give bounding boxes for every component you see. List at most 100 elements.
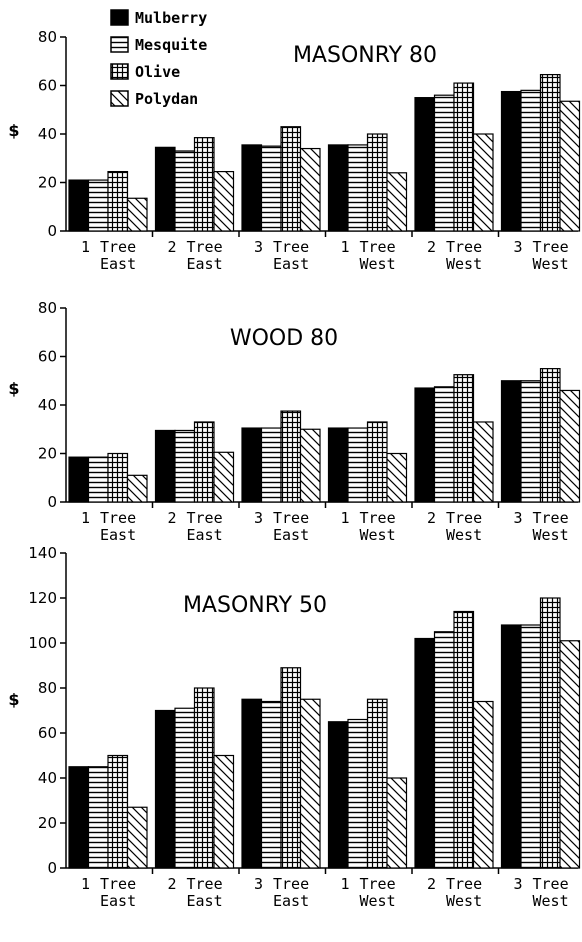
x-tick-label-tree: Tree (446, 875, 482, 893)
x-tick-label-number: 1 (81, 238, 90, 256)
y-tick-label: 40 (38, 396, 57, 414)
x-tick-label-direction: East (100, 892, 136, 910)
bar-olive-3 (366, 421, 388, 503)
x-tick-label-tree: Tree (187, 238, 223, 256)
x-tick-label-direction: West (533, 255, 569, 273)
bar-olive-5 (539, 73, 561, 232)
bar-olive-2 (280, 410, 302, 503)
y-tick-label: 40 (38, 125, 57, 143)
bar-olive-3 (366, 698, 388, 869)
x-tick-label-tree: Tree (446, 509, 482, 527)
bar-mesquite-4 (433, 94, 455, 232)
bar-polydan-0 (126, 474, 148, 503)
x-tick-label-tree: Tree (273, 509, 309, 527)
x-tick-label-direction: East (100, 255, 136, 273)
bar-mulberry-4 (414, 387, 436, 503)
x-tick-label-tree: Tree (533, 875, 569, 893)
x-tick-label-number: 3 (514, 875, 523, 893)
y-tick-label: 0 (47, 222, 57, 240)
bar-mesquite-4 (433, 631, 455, 869)
x-tick-label-number: 3 (254, 875, 263, 893)
x-tick-label-number: 2 (168, 238, 177, 256)
panel-title: MASONRY 50 (183, 593, 327, 618)
x-tick-label-direction: East (273, 255, 309, 273)
bar-olive-1 (193, 687, 215, 869)
x-tick-label-number: 1 (341, 509, 350, 527)
bar-polydan-5 (559, 640, 581, 869)
x-tick-label-tree: Tree (360, 875, 396, 893)
bar-mesquite-3 (347, 427, 369, 503)
x-tick-label-number: 2 (168, 875, 177, 893)
bar-mulberry-2 (241, 144, 263, 232)
y-tick-label: 20 (38, 445, 57, 463)
bar-mulberry-5 (500, 90, 522, 232)
x-tick-label-number: 1 (341, 875, 350, 893)
legend-swatch-mesquite (110, 36, 129, 53)
bar-mesquite-1 (174, 707, 196, 869)
y-tick-label: 100 (28, 634, 57, 652)
x-tick-label-number: 3 (254, 238, 263, 256)
x-tick-label-tree: Tree (100, 509, 136, 527)
bar-polydan-4 (472, 421, 494, 503)
x-tick-label-direction: West (533, 526, 569, 544)
x-tick-label-tree: Tree (533, 238, 569, 256)
y-tick-label: 0 (47, 859, 57, 877)
x-tick-label-direction: East (273, 892, 309, 910)
legend-label-polydan: Polydan (135, 90, 198, 108)
legend-swatch-mulberry (110, 9, 129, 26)
x-tick-label-number: 2 (168, 509, 177, 527)
x-tick-label-tree: Tree (446, 238, 482, 256)
x-tick-label-number: 1 (341, 238, 350, 256)
y-tick-label: 60 (38, 724, 57, 742)
bar-mulberry-2 (241, 698, 263, 869)
bar-mulberry-5 (500, 624, 522, 869)
x-tick-label-direction: East (100, 526, 136, 544)
bar-mulberry-1 (154, 709, 176, 869)
bar-polydan-3 (386, 777, 408, 869)
x-tick-label-direction: West (360, 255, 396, 273)
x-tick-label-direction: West (446, 892, 482, 910)
y-tick-label: 80 (38, 28, 57, 46)
bar-olive-5 (539, 597, 561, 869)
bar-polydan-0 (126, 197, 148, 232)
bar-mesquite-1 (174, 150, 196, 232)
x-tick-label-tree: Tree (360, 509, 396, 527)
y-axis-label: $ (8, 690, 19, 709)
legend-label-mesquite: Mesquite (135, 36, 207, 54)
x-tick-label-direction: West (446, 526, 482, 544)
bar-mulberry-4 (414, 637, 436, 869)
bar-olive-2 (280, 126, 302, 232)
bar-polydan-2 (299, 147, 321, 232)
x-tick-label-number: 1 (81, 875, 90, 893)
x-tick-label-number: 2 (427, 238, 436, 256)
bar-mulberry-2 (241, 427, 263, 503)
y-tick-label: 80 (38, 299, 57, 317)
bar-polydan-3 (386, 452, 408, 503)
bar-olive-3 (366, 133, 388, 232)
panel-title: MASONRY 80 (293, 43, 437, 68)
x-tick-label-tree: Tree (533, 509, 569, 527)
bar-mesquite-5 (520, 624, 542, 869)
x-tick-label-number: 1 (81, 509, 90, 527)
bar-mulberry-3 (327, 144, 349, 232)
bar-olive-0 (107, 452, 129, 503)
x-tick-label-tree: Tree (100, 238, 136, 256)
bar-mesquite-2 (260, 145, 282, 232)
bar-mesquite-5 (520, 380, 542, 503)
bar-polydan-0 (126, 806, 148, 869)
bar-mesquite-2 (260, 700, 282, 869)
bar-mulberry-1 (154, 146, 176, 232)
legend-label-olive: Olive (135, 63, 180, 81)
x-tick-label-direction: East (273, 526, 309, 544)
bar-polydan-1 (213, 170, 235, 232)
legend: Mulberry Mesquite Olive Polydan (110, 9, 207, 108)
bar-polydan-4 (472, 133, 494, 232)
bar-polydan-1 (213, 754, 235, 869)
bar-olive-1 (193, 421, 215, 503)
bar-mesquite-0 (87, 456, 109, 503)
x-tick-label-tree: Tree (273, 875, 309, 893)
bar-mesquite-4 (433, 386, 455, 503)
x-tick-label-number: 3 (514, 238, 523, 256)
